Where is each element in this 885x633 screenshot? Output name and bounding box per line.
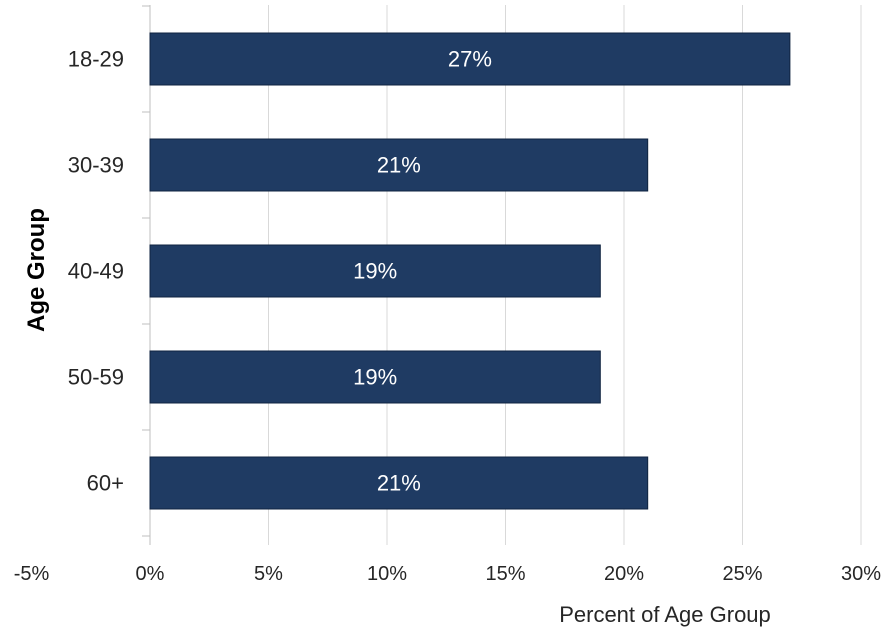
x-tick-label: 15% (485, 563, 525, 585)
x-tick-labels: -5% 0% 5% 10% 15% 20% 25% 30% (14, 563, 882, 585)
bar-data-label: 19% (353, 365, 397, 390)
x-tick-label: -5% (14, 563, 50, 585)
bar (149, 244, 601, 298)
bar (149, 32, 791, 86)
x-axis-title: Percent of Age Group (559, 602, 771, 627)
category-labels: 18-29 30-39 40-49 50-59 60+ (68, 47, 124, 496)
bar-data-label: 21% (377, 153, 421, 178)
bar-data-label: 21% (377, 471, 421, 496)
bar (149, 350, 601, 404)
x-tick-label: 20% (604, 563, 644, 585)
gridlines (142, 5, 862, 545)
bar (149, 138, 649, 192)
bar-data-label: 27% (448, 47, 492, 72)
x-tick-label: 30% (841, 563, 881, 585)
y-axis-title: Age Group (23, 208, 50, 332)
bar-data-label: 19% (353, 259, 397, 284)
x-tick-label: 5% (254, 563, 283, 585)
category-label: 30-39 (68, 153, 124, 178)
category-label: 50-59 (68, 365, 124, 390)
bar (149, 456, 649, 510)
x-tick-label: 0% (136, 563, 165, 585)
category-label: 60+ (87, 471, 124, 496)
category-label: 40-49 (68, 259, 124, 284)
bars: 27% 21% 19% 19% 21% (149, 32, 791, 510)
x-tick-label: 10% (367, 563, 407, 585)
x-tick-label: 25% (722, 563, 762, 585)
category-label: 18-29 (68, 47, 124, 72)
